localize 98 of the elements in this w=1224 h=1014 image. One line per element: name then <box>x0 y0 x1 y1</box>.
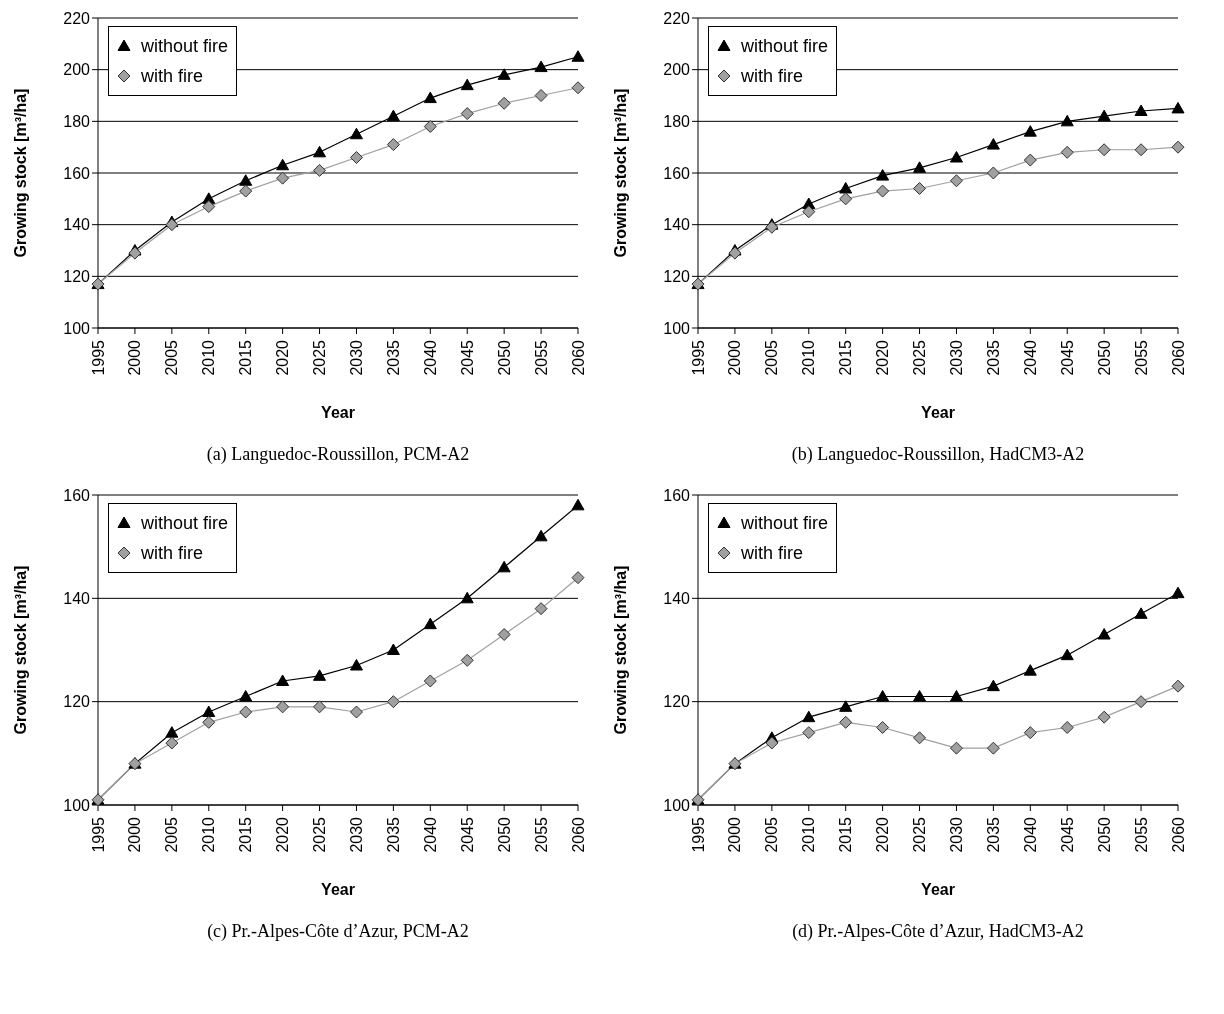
x-tick-label: 2045 <box>458 816 476 853</box>
x-tick-label: 2055 <box>1132 339 1150 376</box>
x-tick-label: 2030 <box>947 339 965 376</box>
x-tick-label: 2000 <box>126 816 144 853</box>
x-axis-title: Year <box>321 404 355 421</box>
x-tick-label: 2035 <box>984 816 1002 853</box>
y-tick-label: 160 <box>663 486 691 504</box>
x-tick-label: 2060 <box>1169 816 1187 853</box>
x-tick-label: 2035 <box>984 339 1002 376</box>
x-tick-label: 2040 <box>421 816 439 853</box>
x-tick-label: 2005 <box>763 339 781 376</box>
x-tick-label: 2025 <box>911 339 929 376</box>
x-tick-label: 2010 <box>200 339 218 376</box>
y-tick-label: 140 <box>663 216 691 234</box>
y-tick-label: 100 <box>63 319 91 337</box>
x-tick-label: 2015 <box>837 816 855 853</box>
x-tick-label: 2020 <box>274 339 292 376</box>
x-tick-label: 2050 <box>495 339 513 376</box>
y-tick-label: 160 <box>63 164 91 182</box>
x-tick-label: 2055 <box>532 339 550 376</box>
legend-label: without fire <box>141 35 229 58</box>
y-tick-label: 220 <box>63 9 91 27</box>
x-tick-label: 2060 <box>569 816 587 853</box>
x-tick-label: 2010 <box>800 816 818 853</box>
x-tick-label: 2000 <box>726 339 744 376</box>
y-axis-title: Growing stock [m³/ha] <box>611 565 629 735</box>
x-axis-title: Year <box>321 881 355 898</box>
text: (b) Languedoc-Roussillon, HadCM3-A2 <box>790 444 1086 465</box>
y-tick-label: 100 <box>63 796 91 814</box>
x-tick-label: 2030 <box>947 816 965 853</box>
x-tick-label: 2030 <box>347 339 365 376</box>
x-tick-label: 2015 <box>237 816 255 853</box>
x-tick-label: 2000 <box>126 339 144 376</box>
x-tick-label: 2050 <box>495 816 513 853</box>
legend-label: with fire <box>141 542 204 565</box>
x-tick-label: 2020 <box>274 816 292 853</box>
x-tick-label: 2040 <box>1021 816 1039 853</box>
legend-label: with fire <box>141 65 204 88</box>
text: (d) Pr.-Alpes-Côte d’Azur, HadCM3-A2 <box>791 921 1085 942</box>
x-tick-label: 2015 <box>237 339 255 376</box>
legend-label: with fire <box>741 542 804 565</box>
x-tick-label: 2045 <box>1058 816 1076 853</box>
y-tick-label: 160 <box>663 164 691 182</box>
x-tick-label: 2035 <box>384 339 402 376</box>
legend-label: without fire <box>741 512 829 535</box>
y-axis-title: Growing stock [m³/ha] <box>11 88 29 258</box>
x-tick-label: 2040 <box>421 339 439 376</box>
y-tick-label: 120 <box>63 693 91 711</box>
x-tick-label: 2010 <box>200 816 218 853</box>
x-axis-title: Year <box>921 881 955 898</box>
x-tick-label: 2045 <box>458 339 476 376</box>
y-axis-title: Growing stock [m³/ha] <box>11 565 29 735</box>
x-tick-label: 2010 <box>800 339 818 376</box>
x-tick-label: 2040 <box>1021 339 1039 376</box>
x-tick-label: 2025 <box>911 816 929 853</box>
x-tick-label: 2050 <box>1095 816 1113 853</box>
text: (a) Languedoc-Roussillon, PCM-A2 <box>205 444 471 465</box>
x-tick-label: 2060 <box>1169 339 1187 376</box>
x-tick-label: 2050 <box>1095 339 1113 376</box>
y-tick-label: 180 <box>63 113 91 131</box>
x-tick-label: 2060 <box>569 339 587 376</box>
x-tick-label: 2020 <box>874 816 892 853</box>
x-tick-label: 1995 <box>689 816 707 853</box>
y-tick-label: 120 <box>663 693 691 711</box>
y-tick-label: 200 <box>663 61 691 79</box>
x-tick-label: 2025 <box>311 816 329 853</box>
y-tick-label: 100 <box>663 796 691 814</box>
x-tick-label: 2015 <box>837 339 855 376</box>
x-tick-label: 2000 <box>726 816 744 853</box>
y-tick-label: 100 <box>663 319 691 337</box>
x-tick-label: 2020 <box>874 339 892 376</box>
legend-label: without fire <box>741 35 829 58</box>
x-tick-label: 2005 <box>163 339 181 376</box>
y-tick-label: 120 <box>663 268 691 286</box>
legend-label: without fire <box>141 512 229 535</box>
x-tick-label: 1995 <box>89 339 107 376</box>
x-tick-label: 1995 <box>689 339 707 376</box>
y-tick-label: 180 <box>663 113 691 131</box>
x-tick-label: 2005 <box>163 816 181 853</box>
y-tick-label: 140 <box>63 590 91 608</box>
legend-label: with fire <box>741 65 804 88</box>
y-tick-label: 160 <box>63 486 91 504</box>
x-tick-label: 2030 <box>347 816 365 853</box>
text: (c) Pr.-Alpes-Côte d’Azur, PCM-A2 <box>206 921 470 942</box>
y-tick-label: 200 <box>63 61 91 79</box>
x-tick-label: 1995 <box>89 816 107 853</box>
x-tick-label: 2055 <box>532 816 550 853</box>
y-axis-title: Growing stock [m³/ha] <box>611 88 629 258</box>
x-tick-label: 2025 <box>311 339 329 376</box>
x-tick-label: 2055 <box>1132 816 1150 853</box>
y-tick-label: 140 <box>63 216 91 234</box>
y-tick-label: 120 <box>63 268 91 286</box>
y-tick-label: 220 <box>663 9 691 27</box>
y-tick-label: 140 <box>663 590 691 608</box>
x-axis-title: Year <box>921 404 955 421</box>
x-tick-label: 2045 <box>1058 339 1076 376</box>
x-tick-label: 2005 <box>763 816 781 853</box>
x-tick-label: 2035 <box>384 816 402 853</box>
